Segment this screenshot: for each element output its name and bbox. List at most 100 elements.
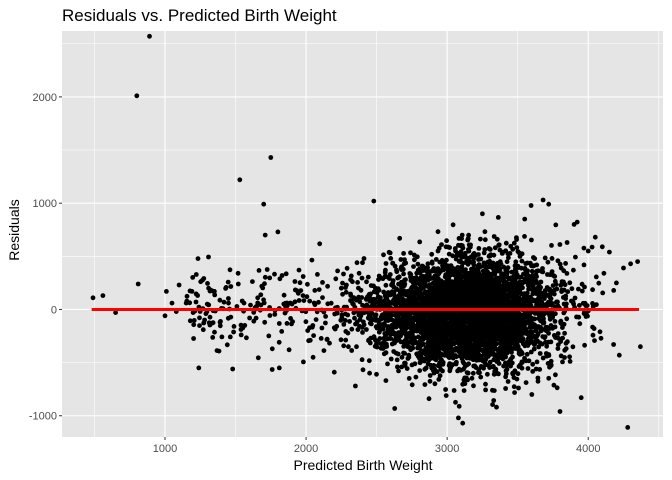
data-point xyxy=(467,300,473,306)
data-point xyxy=(331,369,337,375)
data-point xyxy=(223,286,229,291)
data-point xyxy=(397,295,403,300)
data-point xyxy=(553,222,559,228)
data-point xyxy=(373,312,379,318)
data-point xyxy=(523,380,529,385)
data-point xyxy=(282,310,288,316)
data-point xyxy=(395,300,401,306)
data-point xyxy=(231,329,237,335)
data-point xyxy=(187,318,193,324)
data-point xyxy=(528,332,534,337)
data-point xyxy=(422,358,427,364)
data-point xyxy=(458,243,464,249)
data-point xyxy=(417,239,423,245)
data-point xyxy=(416,318,422,323)
data-point xyxy=(242,323,248,328)
data-point xyxy=(338,285,344,291)
data-point xyxy=(429,268,435,274)
data-point xyxy=(572,295,578,301)
data-point xyxy=(438,288,444,294)
data-point xyxy=(376,321,382,327)
data-point xyxy=(403,277,408,282)
data-point xyxy=(377,297,383,303)
data-point xyxy=(483,387,488,393)
data-point xyxy=(184,293,190,299)
data-point xyxy=(312,288,318,293)
data-point xyxy=(316,287,322,292)
data-point xyxy=(377,336,383,341)
data-point xyxy=(338,337,344,343)
data-point xyxy=(231,324,237,329)
data-point xyxy=(486,253,492,259)
data-point xyxy=(388,256,394,261)
data-point xyxy=(503,386,508,391)
data-point xyxy=(554,286,560,292)
data-point xyxy=(183,300,189,306)
data-point xyxy=(466,232,471,238)
data-point xyxy=(373,297,378,303)
data-point xyxy=(416,281,422,287)
data-point xyxy=(530,361,536,367)
data-point xyxy=(481,311,487,317)
data-point xyxy=(281,292,287,298)
data-point xyxy=(468,242,473,248)
data-point xyxy=(540,294,546,300)
data-point xyxy=(388,356,394,362)
data-point xyxy=(571,267,576,273)
data-point xyxy=(376,277,381,282)
data-point xyxy=(485,354,491,359)
y-tick-label: 1000 xyxy=(33,198,57,210)
data-point xyxy=(258,292,264,298)
data-point xyxy=(402,317,407,323)
data-point xyxy=(235,270,241,276)
data-point xyxy=(436,340,442,346)
data-point xyxy=(190,275,196,280)
data-point xyxy=(509,294,515,300)
data-point xyxy=(611,288,617,293)
data-point xyxy=(527,324,533,330)
data-point xyxy=(262,319,268,325)
data-point xyxy=(360,260,365,266)
data-point xyxy=(490,387,495,393)
minor-gridlines xyxy=(62,31,663,437)
data-point xyxy=(253,315,259,321)
data-point xyxy=(470,370,476,376)
data-point xyxy=(422,382,428,387)
data-point xyxy=(614,280,619,286)
data-point xyxy=(439,258,445,263)
data-point xyxy=(247,315,253,321)
data-point xyxy=(409,382,415,388)
data-point xyxy=(390,280,395,286)
data-point xyxy=(601,270,607,276)
data-point xyxy=(478,236,483,242)
data-point xyxy=(430,367,436,373)
data-point xyxy=(475,352,481,357)
data-point xyxy=(487,365,492,370)
data-point xyxy=(498,319,503,325)
x-axis-ticks: 1000 2000 3000 4000 xyxy=(153,437,600,455)
data-point xyxy=(255,295,261,301)
data-point xyxy=(268,155,274,160)
data-point xyxy=(555,299,560,305)
data-point xyxy=(398,332,403,338)
data-point xyxy=(289,301,295,307)
data-point xyxy=(541,290,546,296)
data-point xyxy=(464,370,470,375)
data-point xyxy=(307,298,313,304)
data-point xyxy=(503,240,509,246)
data-point xyxy=(408,293,414,299)
data-point xyxy=(557,242,563,247)
data-point xyxy=(272,312,278,317)
data-point xyxy=(555,331,561,336)
data-point xyxy=(366,358,372,364)
data-point xyxy=(490,402,495,407)
data-point xyxy=(359,275,365,281)
data-point xyxy=(409,285,414,291)
data-point xyxy=(316,299,321,305)
data-point xyxy=(494,318,499,323)
data-point xyxy=(304,294,310,300)
data-point xyxy=(425,297,431,302)
data-point xyxy=(576,286,581,292)
data-point xyxy=(445,274,450,279)
data-point xyxy=(491,270,497,276)
